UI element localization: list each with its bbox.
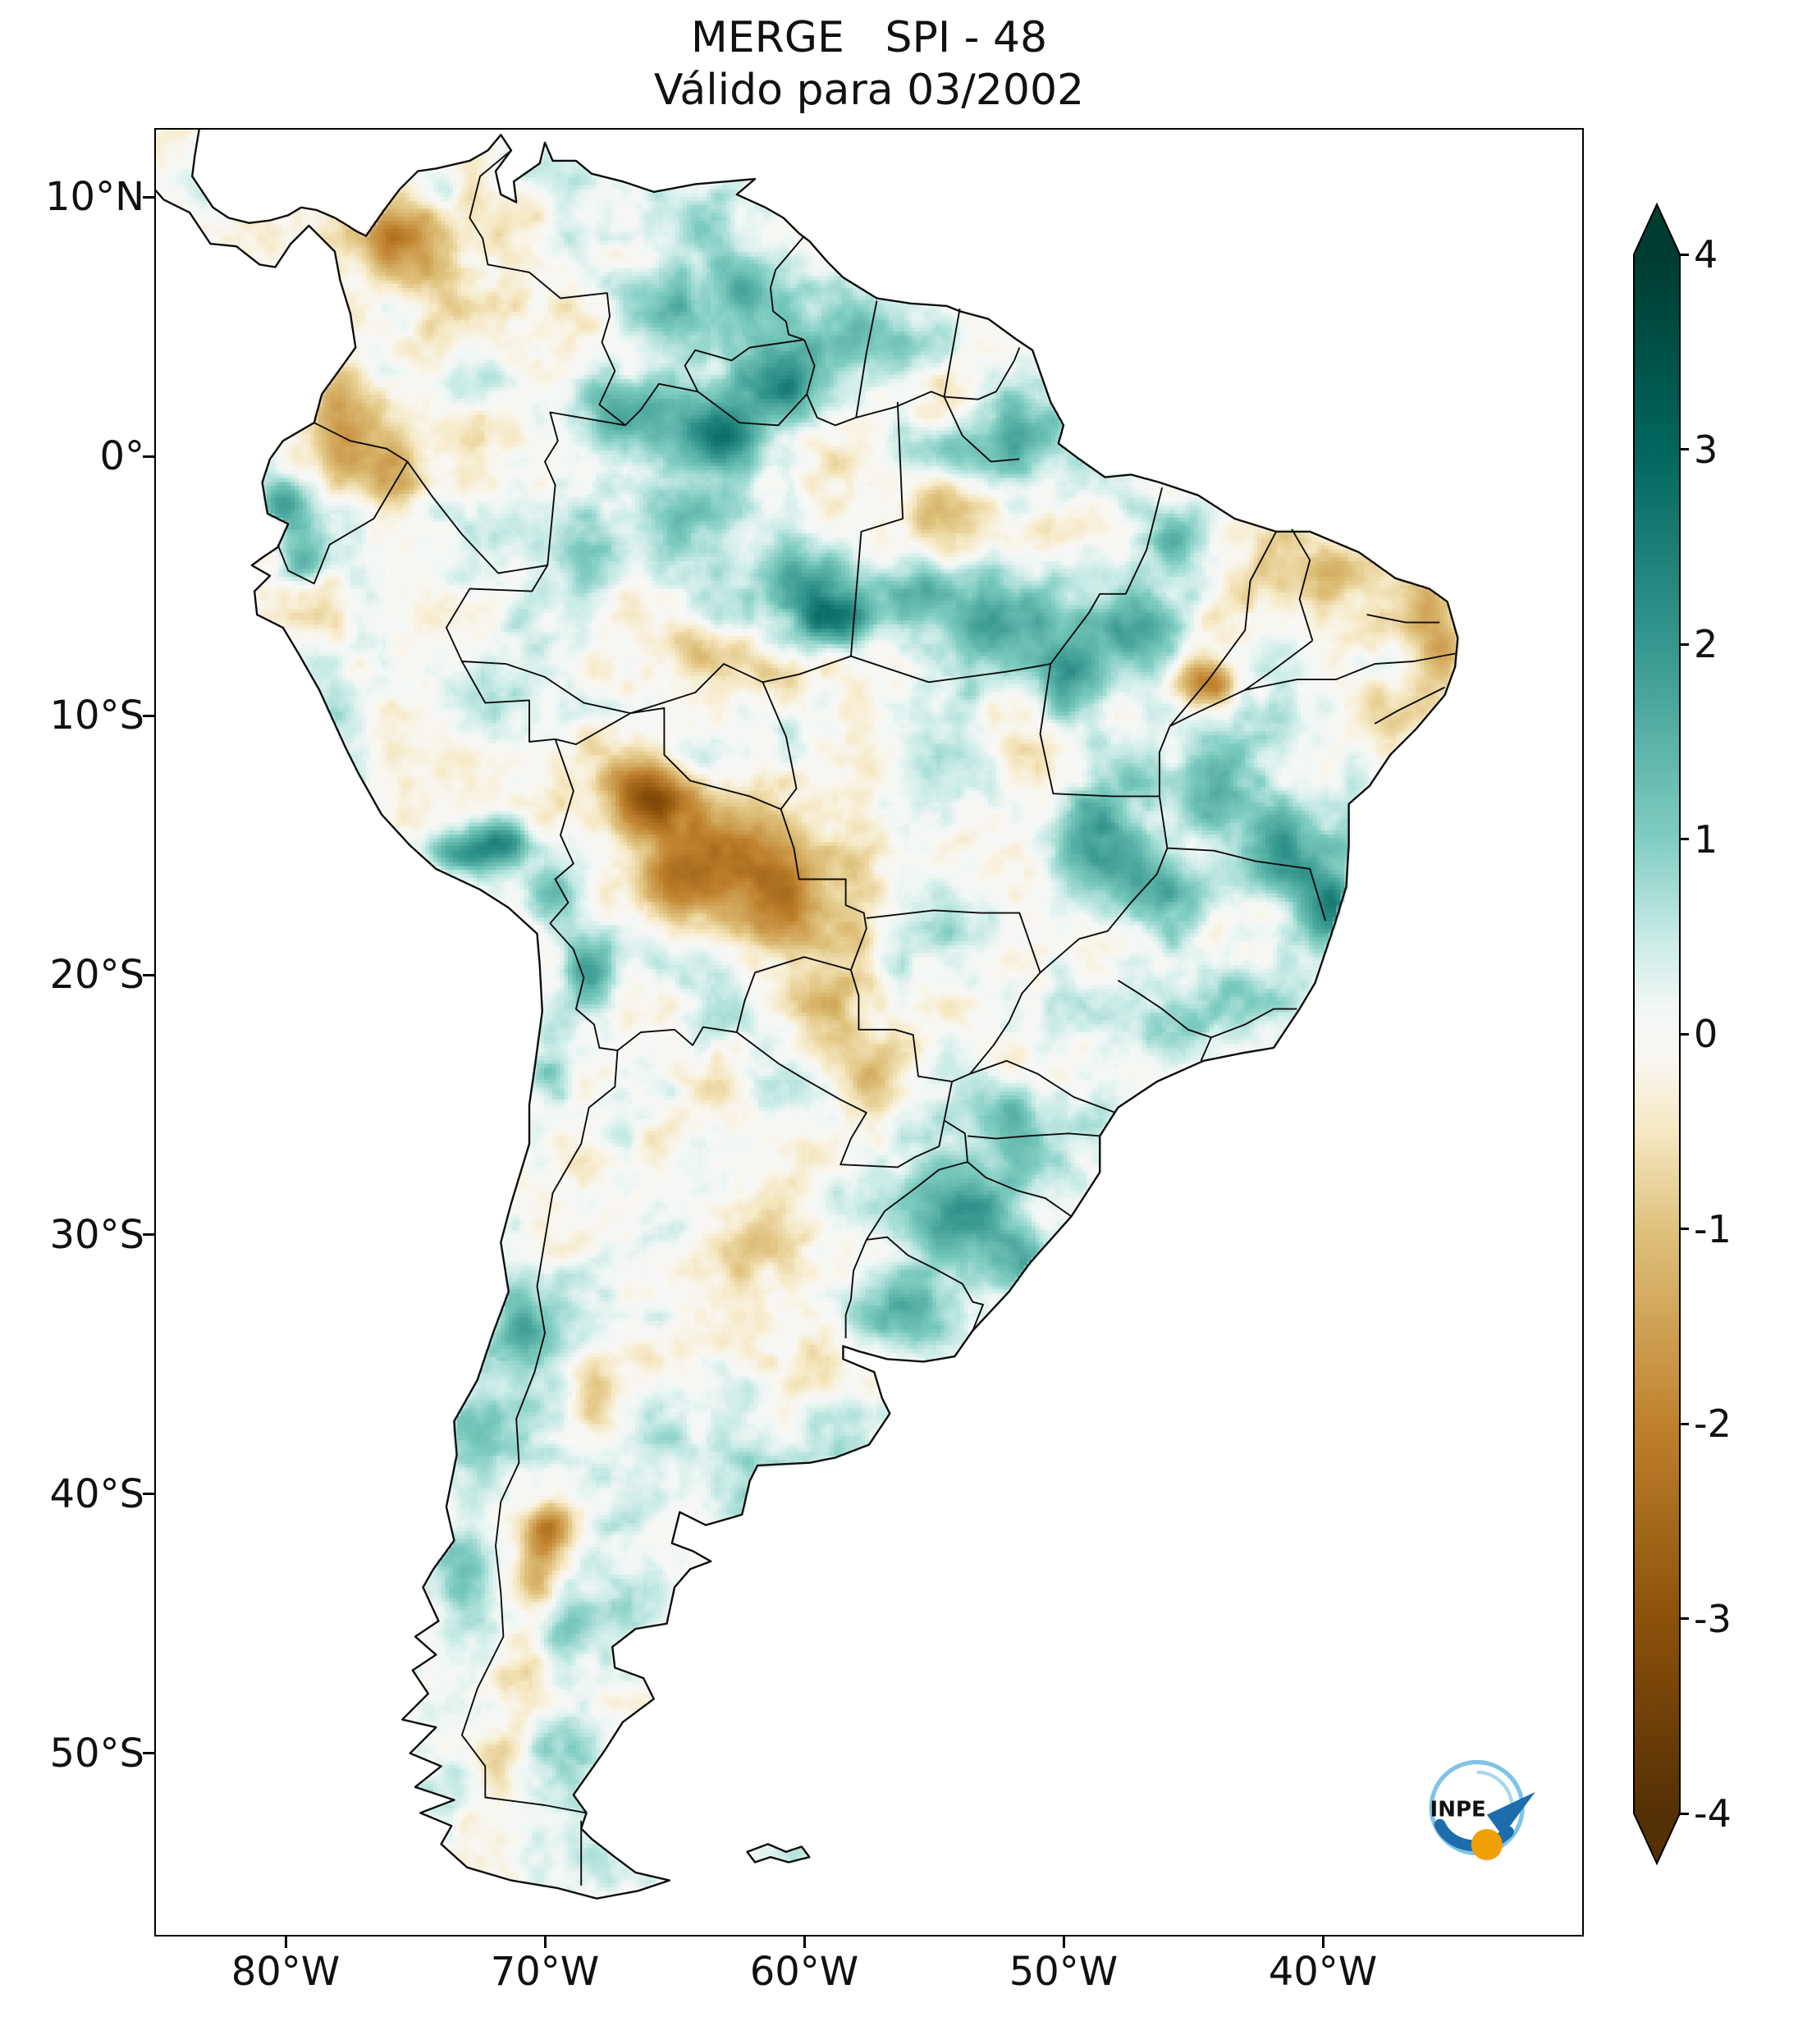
x-tick-label: 40°W — [1268, 1949, 1378, 1995]
y-tick-label: 10°S — [49, 693, 144, 739]
y-tick-mark — [143, 1493, 154, 1496]
y-tick-label: 50°S — [49, 1730, 144, 1776]
x-tick-mark — [284, 1937, 287, 1948]
country-and-state-borders — [277, 149, 1456, 1886]
x-tick-mark — [1321, 1937, 1324, 1948]
x-tick-label: 50°W — [1009, 1949, 1119, 1995]
y-tick-mark — [143, 1233, 154, 1237]
colorbar-tick-label: 0 — [1694, 1012, 1718, 1056]
y-tick-mark — [143, 455, 154, 458]
colorbar-tick-label: -4 — [1694, 1791, 1732, 1836]
colorbar-tick-label: 2 — [1694, 622, 1718, 666]
x-tick-mark — [543, 1937, 547, 1948]
y-tick-mark — [143, 195, 154, 199]
y-tick-label: 40°S — [49, 1470, 144, 1517]
y-tick-label: 10°N — [45, 174, 144, 221]
colorbar-tick-label: -2 — [1694, 1402, 1732, 1446]
y-tick-mark — [143, 1752, 154, 1755]
logo-arrow-head-icon — [1486, 1791, 1535, 1836]
colorbar-tick-label: 1 — [1694, 816, 1718, 862]
spi-raster-layer — [156, 130, 1582, 1935]
chart-title: MERGE SPI - 48 — [690, 13, 1048, 62]
logo-swirl-inner-icon — [1476, 1770, 1514, 1804]
chart-subtitle: Válido para 03/2002 — [653, 66, 1085, 115]
colorbar-tick-label: -1 — [1694, 1206, 1732, 1251]
x-tick-label: 60°W — [749, 1949, 859, 1995]
logo-orange-dot-icon — [1471, 1828, 1503, 1861]
map-overlay — [156, 130, 1459, 1900]
y-tick-mark — [143, 973, 154, 976]
colorbar-tick-label: 4 — [1694, 232, 1718, 277]
coastline — [156, 130, 1459, 1900]
colorbar — [1633, 202, 1681, 1866]
x-tick-mark — [803, 1937, 806, 1948]
colorbar-tick-label: 3 — [1694, 427, 1718, 472]
y-tick-label: 30°S — [49, 1211, 144, 1258]
inpe-logo: INPE — [1429, 1759, 1535, 1861]
x-tick-label: 80°W — [231, 1949, 341, 1995]
map-plot-area: INPE — [154, 128, 1584, 1937]
x-tick-mark — [1062, 1937, 1065, 1948]
y-tick-label: 0° — [99, 433, 144, 480]
x-tick-label: 70°W — [490, 1949, 600, 1995]
colorbar-tick-label: -3 — [1694, 1596, 1732, 1641]
y-tick-label: 20°S — [49, 952, 144, 999]
inpe-logo-text: INPE — [1430, 1797, 1486, 1822]
colorbar-gradient-bar — [1633, 202, 1681, 1866]
y-tick-mark — [143, 714, 154, 717]
